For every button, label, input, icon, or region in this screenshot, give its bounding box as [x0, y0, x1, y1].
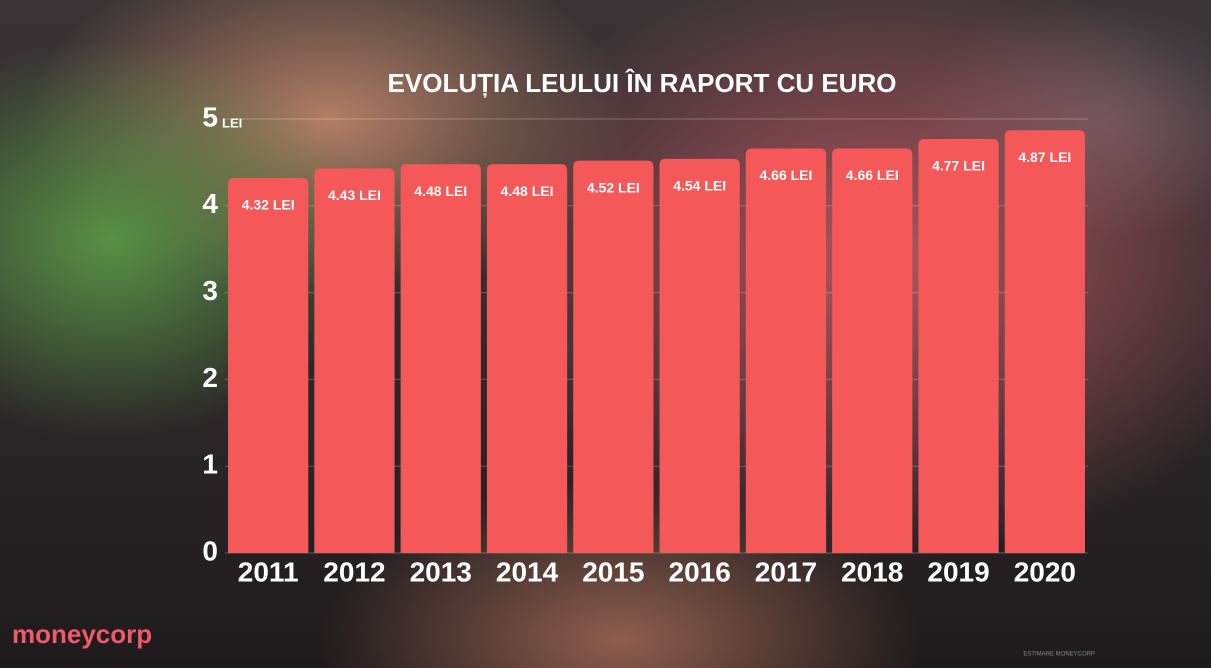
value-label: 4.52 LEI [587, 179, 640, 195]
x-tick-label: 2012 [323, 556, 385, 587]
value-label: 4.48 LEI [414, 183, 467, 199]
bar [314, 168, 395, 553]
bar [832, 148, 913, 553]
y-tick-label: 0 [202, 535, 218, 566]
note: ESTIMARE MONEYCORP [1023, 652, 1095, 658]
value-label: 4.66 LEI [846, 167, 899, 183]
y-tick-label: 1 [202, 449, 218, 480]
x-tick-label: 2017 [755, 556, 817, 587]
bar [400, 164, 481, 554]
x-tick-label: 2015 [582, 556, 644, 587]
value-label: 4.77 LEI [932, 158, 985, 174]
chart-title: EVOLUȚIA LEULUI ÎN RAPORT CU EURO [388, 68, 897, 98]
x-tick-label: 2013 [410, 556, 472, 587]
value-label: 4.43 LEI [328, 187, 381, 203]
value-label: 4.48 LEI [501, 183, 554, 199]
bar [1004, 130, 1085, 553]
bar [228, 178, 309, 554]
x-tick-label: 2011 [238, 556, 299, 587]
y-tick-label: 3 [202, 275, 218, 306]
x-tick-label: 2019 [927, 556, 989, 587]
bar [573, 160, 654, 553]
x-tick-label: 2016 [669, 556, 731, 587]
value-label: 4.66 LEI [759, 167, 812, 183]
y-unit: LEI [222, 115, 242, 130]
x-tick-label: 2014 [496, 556, 559, 587]
x-tick-label: 2018 [841, 556, 903, 587]
y-tick-label: 2 [202, 362, 218, 393]
bar [486, 164, 568, 554]
value-label: 4.87 LEI [1018, 149, 1071, 165]
y-tick-label: 4 [202, 188, 218, 219]
bar [745, 148, 827, 553]
logo: moneycorp [12, 619, 152, 649]
value-label: 4.32 LEI [242, 197, 295, 213]
bar [918, 138, 999, 554]
x-tick-label: 2020 [1014, 556, 1076, 587]
bar [659, 158, 740, 554]
value-label: 4.54 LEI [673, 178, 726, 194]
y-tick-label: 5 [202, 101, 218, 132]
